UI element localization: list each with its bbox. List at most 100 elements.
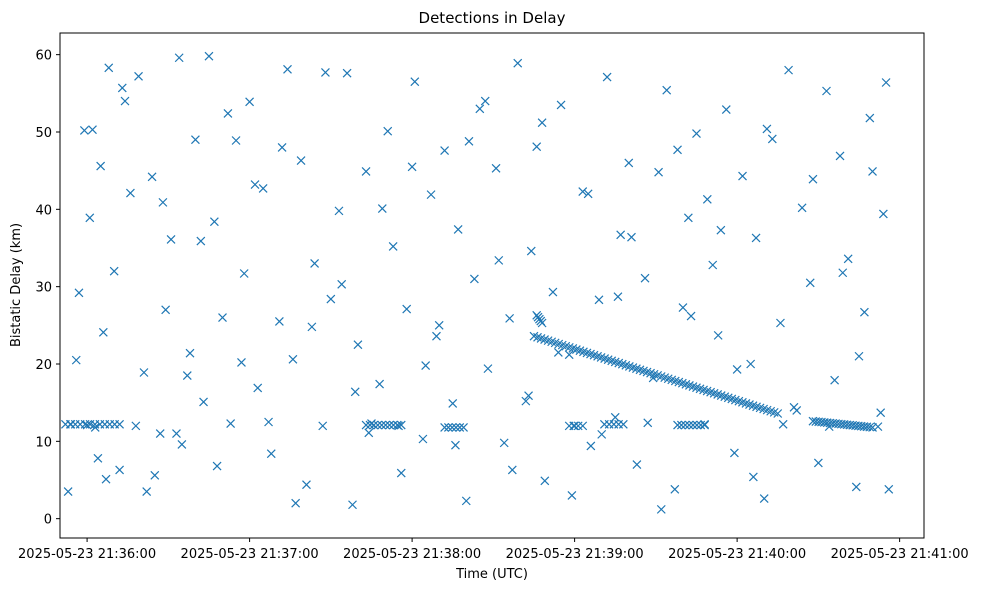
data-point <box>494 255 504 265</box>
data-point <box>421 361 431 370</box>
y-tick-label: 10 <box>35 435 52 450</box>
data-point <box>296 156 306 166</box>
data-point <box>453 225 463 234</box>
data-point <box>353 340 363 350</box>
data-point <box>250 180 260 190</box>
data-point <box>131 421 141 431</box>
data-point <box>537 118 547 128</box>
data-point <box>773 409 783 418</box>
data-point <box>776 318 785 328</box>
data-point <box>253 383 263 393</box>
data-point <box>93 453 103 463</box>
data-point <box>302 480 311 490</box>
data-point <box>578 421 588 431</box>
data-point <box>688 420 698 430</box>
data-point <box>134 71 143 81</box>
data-point <box>310 259 320 268</box>
data-point <box>865 422 875 432</box>
data-point <box>212 461 222 471</box>
data-point <box>567 491 577 500</box>
y-tick-label: 30 <box>35 281 52 296</box>
data-point <box>361 420 371 430</box>
data-point <box>729 448 739 458</box>
data-point <box>721 105 731 114</box>
data-point <box>610 412 620 422</box>
data-point <box>865 113 875 123</box>
data-point <box>548 287 558 297</box>
data-point <box>461 496 471 506</box>
data-point <box>348 500 357 510</box>
data-point <box>583 189 593 199</box>
data-point <box>396 420 406 430</box>
data-point <box>185 348 195 358</box>
data-point <box>274 317 284 326</box>
data-point <box>662 85 672 95</box>
x-tick-label: 2025-05-23 21:41:00 <box>831 547 969 562</box>
data-point <box>526 246 536 256</box>
data-point <box>868 167 877 176</box>
data-point <box>553 347 563 357</box>
data-point <box>389 420 398 430</box>
data-point <box>835 151 845 161</box>
data-point <box>451 422 461 432</box>
data-point <box>881 78 891 87</box>
data-point <box>673 420 682 430</box>
data-point <box>686 311 696 321</box>
data-point <box>616 230 626 240</box>
data-point <box>586 441 596 451</box>
x-tick-label: 2025-05-23 21:37:00 <box>181 547 319 562</box>
data-point <box>884 484 894 494</box>
data-point <box>878 209 888 219</box>
data-point <box>418 434 428 444</box>
data-point <box>334 206 344 216</box>
data-point <box>732 364 742 374</box>
data-point <box>373 420 383 430</box>
data-point <box>483 364 493 374</box>
data-point <box>385 420 394 430</box>
data-point <box>746 359 756 369</box>
y-tick-label: 60 <box>35 49 52 64</box>
data-point <box>808 174 818 184</box>
data-point <box>443 422 453 432</box>
data-point <box>838 268 848 278</box>
data-point <box>172 429 181 439</box>
data-point <box>115 419 125 429</box>
data-point <box>426 190 436 200</box>
data-point <box>139 368 149 377</box>
data-point <box>375 379 385 389</box>
data-point <box>264 417 273 427</box>
data-point <box>643 418 653 428</box>
data-point <box>696 420 706 430</box>
data-point <box>716 225 726 235</box>
data-point <box>147 172 157 182</box>
data-point <box>692 420 702 430</box>
data-point <box>702 194 712 204</box>
data-point <box>447 422 457 432</box>
marker-layer <box>60 51 894 514</box>
data-point <box>109 266 119 276</box>
data-point <box>142 487 152 497</box>
data-point <box>738 171 747 181</box>
x-axis-ticks: 2025-05-23 21:36:00 2025-05-23 21:37:00 20… <box>18 538 969 562</box>
data-point <box>762 124 772 134</box>
data-point <box>381 420 391 430</box>
data-point <box>876 408 886 418</box>
data-point <box>524 391 533 401</box>
data-point <box>158 197 168 207</box>
data-point <box>239 269 249 278</box>
data-point <box>125 188 135 198</box>
data-point <box>513 58 523 68</box>
data-point <box>813 458 823 468</box>
data-point <box>377 420 387 430</box>
data-point <box>96 161 106 171</box>
data-point <box>199 397 208 407</box>
data-point <box>258 184 268 193</box>
data-point <box>751 233 761 243</box>
data-point <box>632 460 642 469</box>
y-tick-label: 20 <box>35 358 52 373</box>
data-point <box>104 63 114 73</box>
data-point <box>532 142 542 152</box>
data-point <box>377 204 387 213</box>
data-point <box>859 307 869 317</box>
